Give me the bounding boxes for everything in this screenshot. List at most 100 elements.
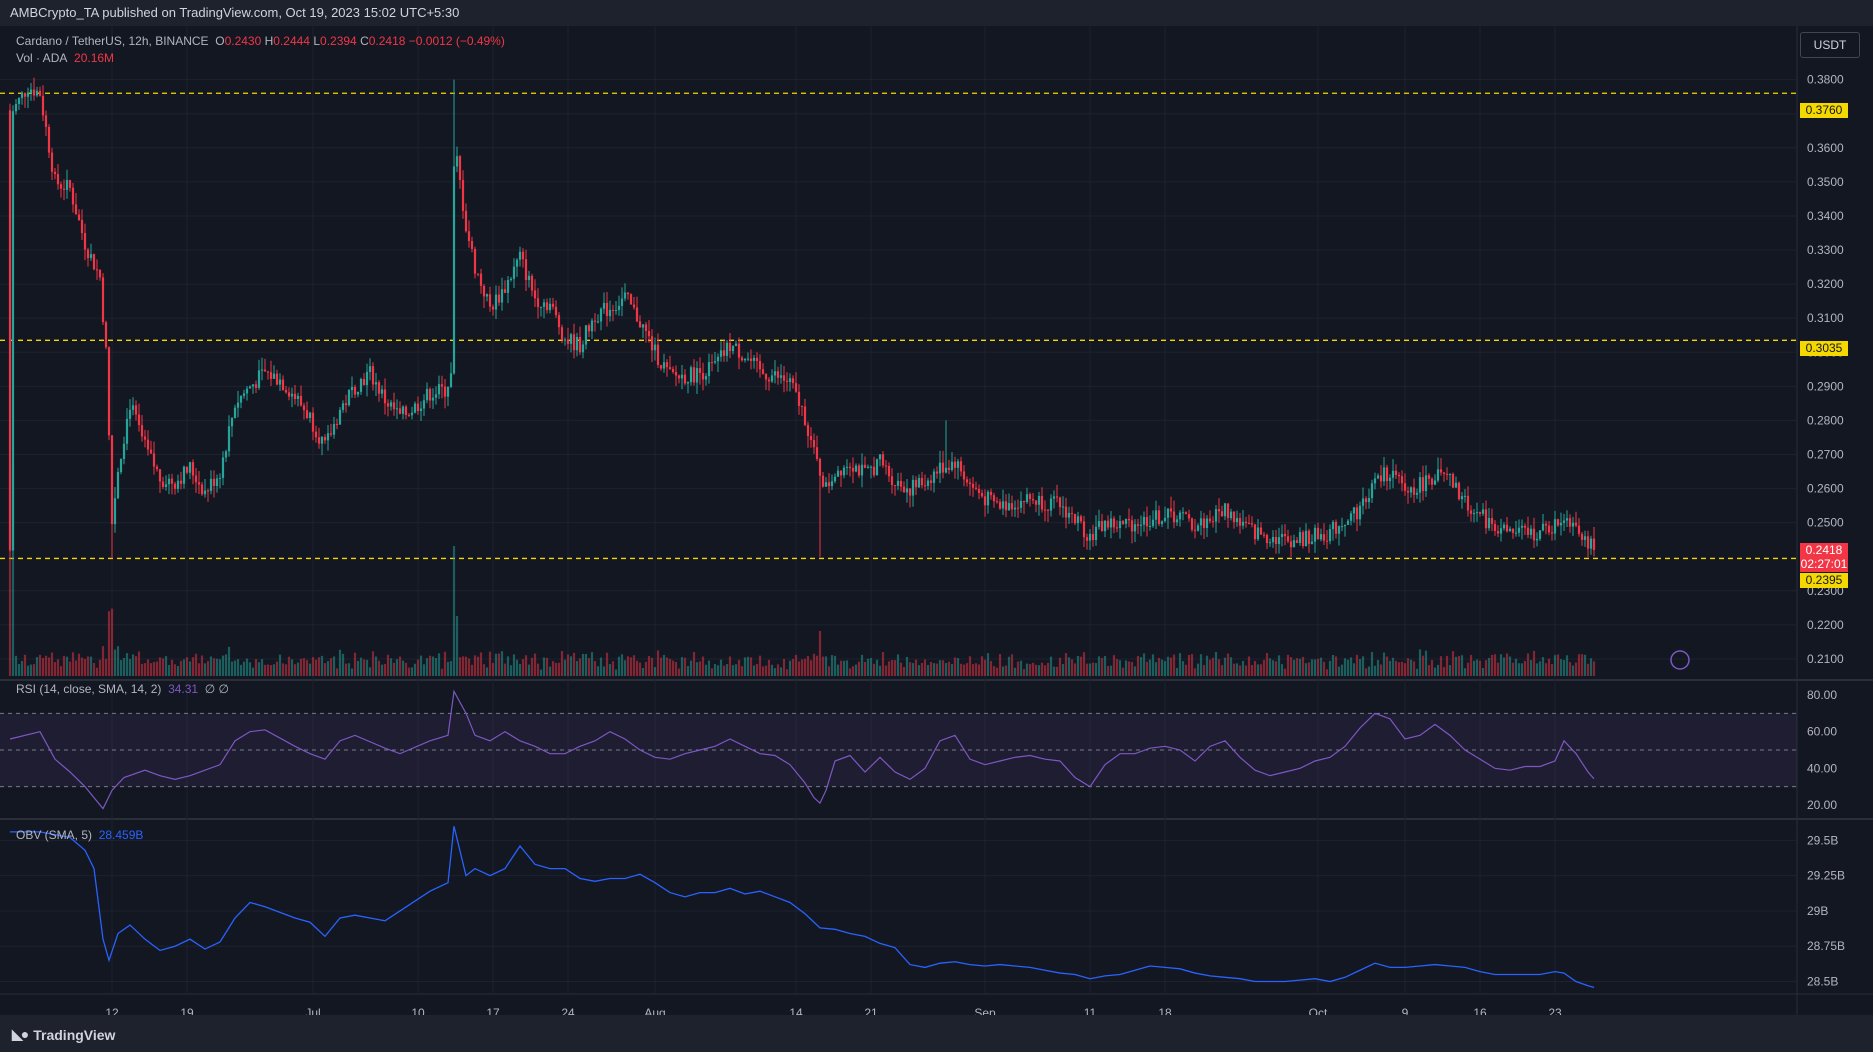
candle-body <box>83 233 87 250</box>
volume-bar <box>80 657 84 676</box>
volume-bar <box>1178 653 1182 676</box>
candle-body <box>227 426 231 452</box>
price-legend: Cardano / TetherUS, 12h, BINANCE O0.2430… <box>16 34 505 48</box>
candle-body <box>326 433 330 441</box>
candle-body <box>500 289 504 303</box>
volume-bar <box>941 660 945 676</box>
volume-bar <box>1205 655 1209 676</box>
volume-bar <box>341 653 345 676</box>
volume-bar <box>1031 662 1035 676</box>
volume-bar <box>302 658 306 676</box>
volume-bar <box>71 652 75 676</box>
volume-bar <box>929 661 933 676</box>
candle-body <box>1133 524 1137 532</box>
volume-bar <box>920 663 924 676</box>
candle-body <box>1238 518 1242 526</box>
volume-bar <box>866 658 870 676</box>
candle-body <box>488 294 492 307</box>
x-tick-label: 14 <box>789 1006 803 1015</box>
candle-body <box>296 395 300 399</box>
volume-bar <box>89 656 93 676</box>
candle-body <box>1520 525 1524 528</box>
obv-tick-label: 28.5B <box>1807 975 1838 989</box>
volume-bar <box>566 654 570 676</box>
volume-bar <box>497 653 501 676</box>
candle-body <box>983 496 987 506</box>
volume-bar <box>656 650 660 676</box>
candle-body <box>1184 512 1188 515</box>
volume-bar <box>917 665 921 676</box>
volume-bar <box>1016 661 1020 676</box>
volume-bar <box>1175 667 1179 676</box>
candle-body <box>290 393 294 397</box>
volume-bar <box>116 646 120 676</box>
candle-body <box>695 368 699 383</box>
volume-bar <box>1277 655 1281 676</box>
symbol-label[interactable]: Cardano / TetherUS, 12h, BINANCE <box>16 34 209 48</box>
volume-bar <box>1430 659 1434 676</box>
volume-bar <box>749 657 753 676</box>
candle-body <box>1310 541 1314 544</box>
candle-body <box>62 188 66 190</box>
candle-body <box>1526 527 1530 535</box>
volume-label[interactable]: Vol · ADA <box>16 51 68 65</box>
volume-bar <box>1010 654 1014 676</box>
candle-body <box>1172 511 1176 523</box>
volume-bar <box>1358 659 1362 676</box>
publish-text: AMBCrypto_TA published on TradingView.co… <box>10 5 460 20</box>
candle-body <box>1145 516 1149 527</box>
volume-bar <box>551 661 555 676</box>
candle-body <box>848 466 852 468</box>
volume-bar <box>1103 655 1107 676</box>
candle-body <box>866 466 870 468</box>
volume-bar <box>821 656 825 676</box>
volume-bar <box>29 664 33 676</box>
volume-bar <box>401 660 405 676</box>
candle-body <box>641 324 645 328</box>
volume-bar <box>1223 657 1227 676</box>
volume-bar <box>263 664 267 676</box>
candle-body <box>1280 533 1284 538</box>
candle-body <box>419 408 423 411</box>
candle-body <box>1583 536 1587 540</box>
volume-bar <box>965 663 969 676</box>
tradingview-logo[interactable]: ◣● TradingView <box>12 1026 115 1043</box>
alert-icon[interactable] <box>1670 650 1690 670</box>
volume-bar <box>1079 656 1083 676</box>
candle-body <box>1505 524 1509 532</box>
volume-bar <box>599 657 603 676</box>
candle-body <box>428 388 432 401</box>
footer-bar <box>0 1015 1873 1052</box>
candle-body <box>260 369 264 371</box>
rsi-tick-label: 40.00 <box>1807 761 1837 775</box>
obv-label[interactable]: OBV (SMA, 5) <box>16 828 93 842</box>
volume-bar <box>638 662 642 676</box>
volume-bar <box>1541 657 1545 676</box>
currency-button[interactable]: USDT <box>1800 32 1860 58</box>
volume-bar <box>1424 650 1428 676</box>
candle-body <box>539 306 543 308</box>
volume-bar <box>1214 652 1218 676</box>
low-label: L <box>313 34 321 48</box>
candle-body <box>704 376 708 380</box>
volume-bar <box>857 661 861 676</box>
volume-bar <box>980 656 984 676</box>
candle-body <box>1334 521 1338 534</box>
volume-bar <box>587 658 591 676</box>
volume-bar <box>668 658 672 676</box>
candle-body <box>116 472 120 499</box>
candle-body <box>833 476 837 482</box>
volume-bar <box>650 657 654 676</box>
candle-body <box>1403 483 1407 491</box>
candle-body <box>734 343 738 346</box>
obv-tick-label: 29.5B <box>1807 833 1838 847</box>
candle-body <box>1571 522 1575 527</box>
volume-bar <box>614 669 618 676</box>
volume-bar <box>1388 660 1392 676</box>
candle-body <box>593 320 597 322</box>
candle-body <box>1091 533 1095 540</box>
candle-body <box>644 324 648 331</box>
volume-bar <box>248 662 252 676</box>
rsi-label[interactable]: RSI (14, close, SMA, 14, 2) <box>16 682 162 696</box>
chart-canvas[interactable]: 12 19 Jul 10 17 24 Aug 14 21 Sep 11 18 Oct 9 16 23 0.380… <box>0 26 1873 1015</box>
